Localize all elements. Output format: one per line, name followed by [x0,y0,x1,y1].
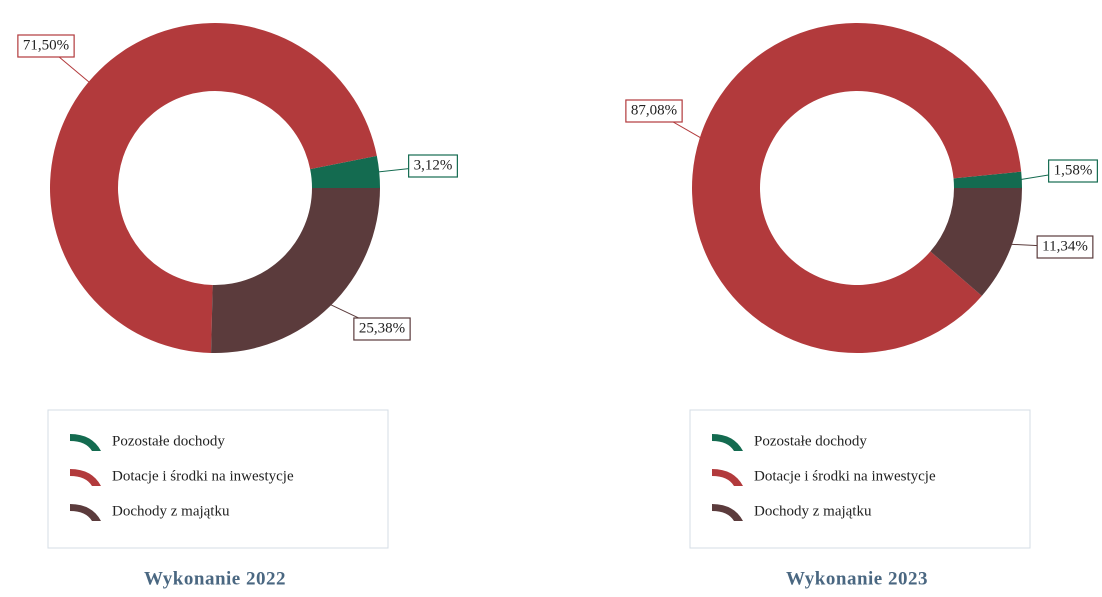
value-label: 87,08% [631,102,677,118]
value-label: 3,12% [414,157,453,173]
value-label-box [17,34,75,58]
value-label-box [625,99,683,123]
legend-swatch [70,434,101,451]
donut-slice [50,23,377,353]
donut-slice [953,171,1022,188]
legend-box [47,409,389,549]
chart-title: Wykonanie 2023 [786,568,928,589]
legend-label: Dochody z majątku [754,503,872,519]
value-label: 11,34% [1042,238,1088,254]
value-label: 71,50% [23,37,69,53]
legend-label: Dotacje i środki na inwestycje [112,468,294,484]
donut-slice [930,188,1022,296]
chart-title: Wykonanie 2022 [144,568,286,589]
value-label-box [353,317,411,341]
legend-swatch [70,469,101,486]
legend-box [689,409,1031,549]
legend-label: Pozostałe dochody [754,433,867,449]
value-label-box [1048,159,1098,183]
donut-slice [211,188,380,354]
value-label-box [1036,235,1094,259]
value-label: 1,58% [1054,162,1093,178]
donut-slice [692,22,1022,354]
legend-label: Dotacje i środki na inwestycje [754,468,936,484]
value-label-box [408,154,458,178]
value-label: 25,38% [359,320,405,336]
legend-label: Dochody z majątku [112,503,230,519]
legend-swatch [712,469,743,486]
donut-slice [310,155,380,188]
legend-swatch [712,434,743,451]
legend-label: Pozostałe dochody [112,433,225,449]
legend-swatch [70,504,101,521]
legend-swatch [712,504,743,521]
